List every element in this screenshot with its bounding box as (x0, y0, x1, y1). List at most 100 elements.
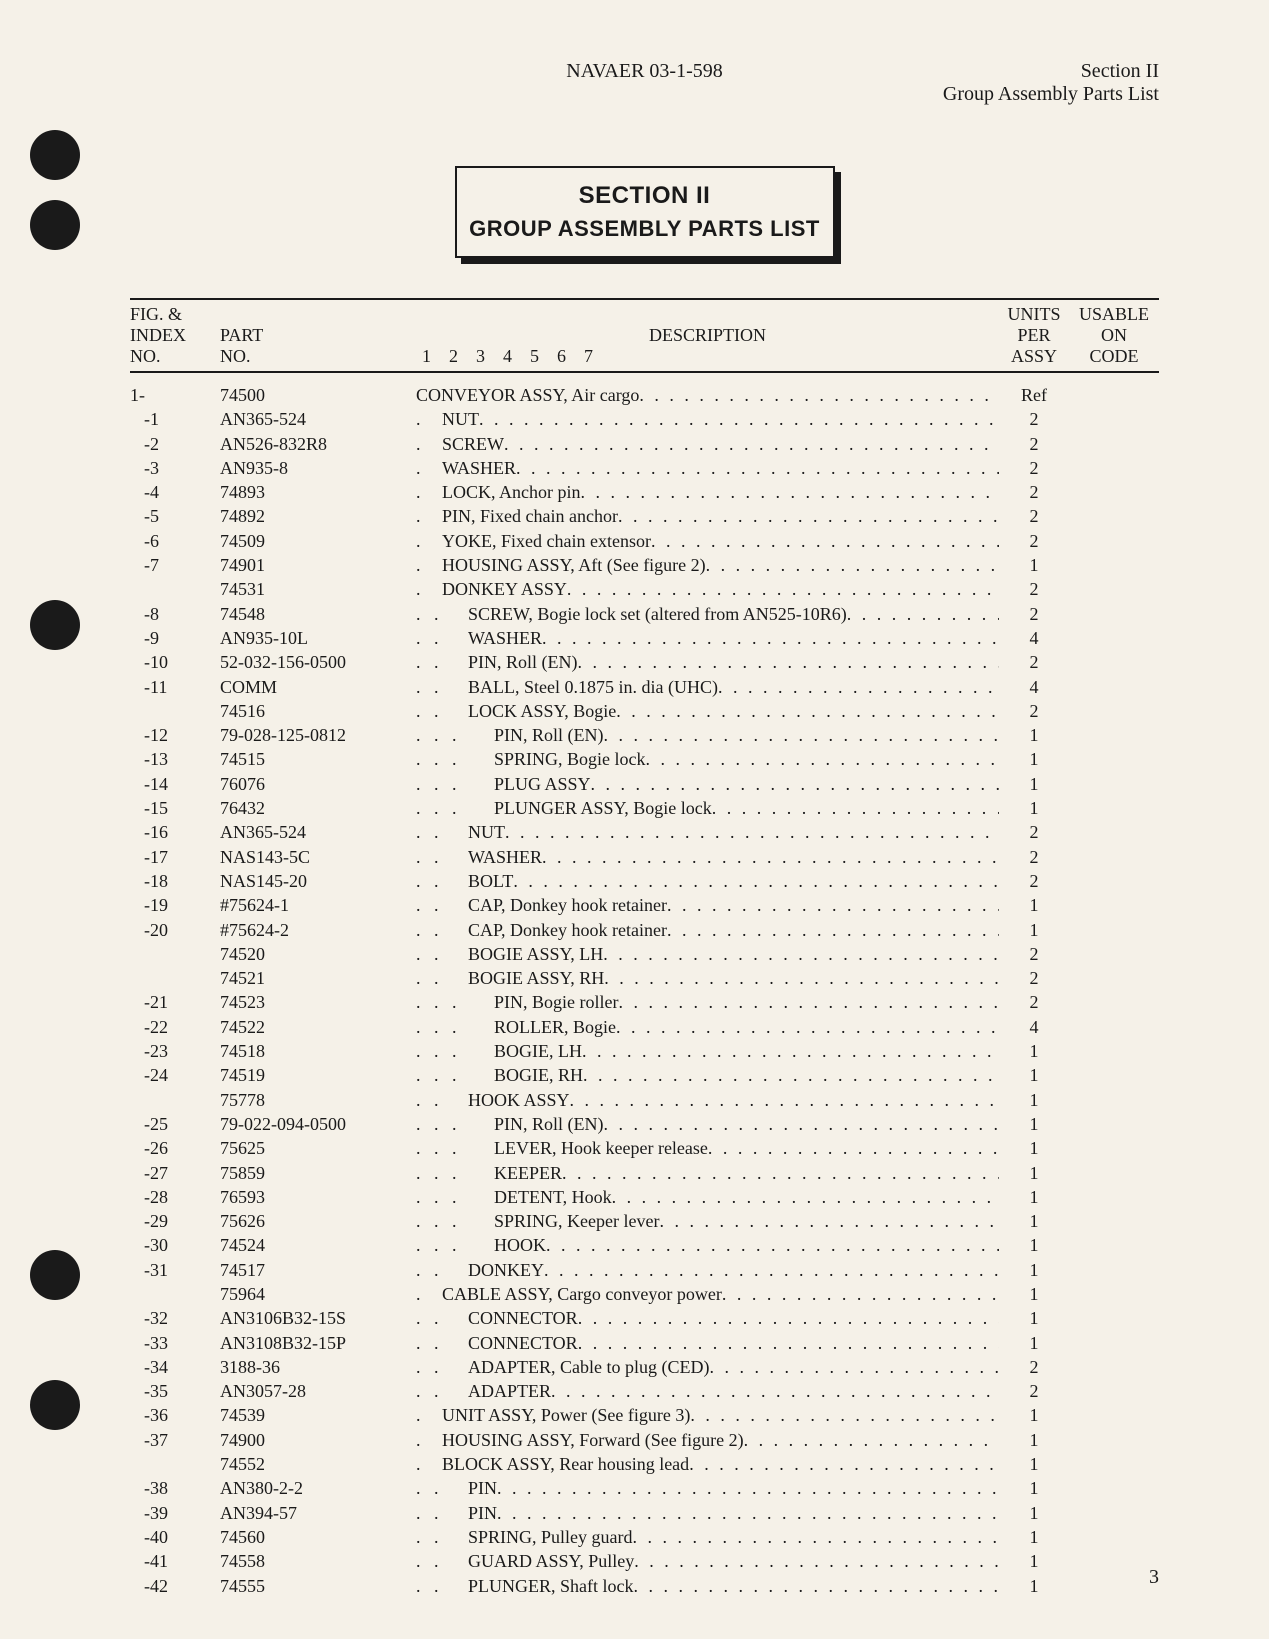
binder-hole (30, 200, 80, 250)
cell-units: 1 (999, 1063, 1069, 1087)
cell-part: AN935-8 (220, 456, 410, 480)
leader-dots: . . . . . . . . . . . . . . . . . . . . … (604, 723, 1000, 747)
cell-part: 52-032-156-0500 (220, 650, 410, 674)
cell-code (1069, 820, 1159, 844)
description-text: BOGIE, RH (494, 1063, 583, 1087)
description-text: BLOCK ASSY, Rear housing lead (442, 1452, 689, 1476)
description-text: WASHER (468, 626, 542, 650)
cell-description: . DONKEY ASSY . . . . . . . . . . . . . … (410, 577, 999, 601)
cell-description: . . PIN . . . . . . . . . . . . . . . . … (410, 1476, 999, 1500)
table-row: 74552. BLOCK ASSY, Rear housing lead . .… (130, 1452, 1159, 1476)
table-row: 1-74500CONVEYOR ASSY, Air cargo . . . . … (130, 383, 1159, 407)
cell-units: 1 (999, 1501, 1069, 1525)
cell-description: . . CAP, Donkey hook retainer . . . . . … (410, 893, 999, 917)
leader-dots: . . . . . . . . . . . . . . . . . . . . … (639, 383, 999, 407)
cell-index: -33 (130, 1331, 220, 1355)
cell-description: . . SPRING, Pulley guard . . . . . . . .… (410, 1525, 999, 1549)
cell-description: . . . PLUG ASSY . . . . . . . . . . . . … (410, 772, 999, 796)
table-row: -4174558. . GUARD ASSY, Pulley . . . . .… (130, 1549, 1159, 1573)
table-row: -9AN935-10L. . WASHER . . . . . . . . . … (130, 626, 1159, 650)
indent-dots: . . (416, 1549, 468, 1573)
leader-dots: . . . . . . . . . . . . . . . . . . . . … (504, 432, 999, 456)
cell-index (130, 966, 220, 990)
indent-num: 4 (503, 346, 512, 367)
leader-dots: . . . . . . . . . . . . . . . . . . . . … (578, 1306, 999, 1330)
cell-part: 74552 (220, 1452, 410, 1476)
description-text: SPRING, Keeper lever (494, 1209, 659, 1233)
header-left (130, 60, 473, 106)
indent-dots: . . . (416, 796, 494, 820)
leader-dots: . . . . . . . . . . . . . . . . . . . . … (633, 1525, 999, 1549)
cell-index: -38 (130, 1476, 220, 1500)
table-row: -674509. YOKE, Fixed chain extensor . . … (130, 529, 1159, 553)
table-row: -17NAS143-5C. . WASHER . . . . . . . . .… (130, 845, 1159, 869)
cell-units: 2 (999, 699, 1069, 723)
table-row: -774901. HOUSING ASSY, Aft (See figure 2… (130, 553, 1159, 577)
indent-dots: . (416, 1428, 442, 1452)
col-code-l3: CODE (1069, 346, 1159, 367)
cell-units: 2 (999, 480, 1069, 504)
cell-units: 4 (999, 1015, 1069, 1039)
leader-dots: . . . . . . . . . . . . . . . . . . . . … (744, 1428, 999, 1452)
table-row: -18NAS145-20. . BOLT . . . . . . . . . .… (130, 869, 1159, 893)
table-row: -1AN365-524. NUT . . . . . . . . . . . .… (130, 407, 1159, 431)
table-row: -3174517. . DONKEY . . . . . . . . . . .… (130, 1258, 1159, 1282)
cell-index: -16 (130, 820, 220, 844)
table-row: -11COMM. . BALL, Steel 0.1875 in. dia (U… (130, 675, 1159, 699)
cell-code (1069, 626, 1159, 650)
leader-dots: . . . . . . . . . . . . . . . . . . . . … (497, 1476, 999, 1500)
cell-index: -14 (130, 772, 220, 796)
indent-dots: . . (416, 1258, 468, 1282)
description-text: WASHER (468, 845, 542, 869)
indent-dots: . . (416, 893, 468, 917)
cell-units: 1 (999, 1403, 1069, 1427)
description-text: CAP, Donkey hook retainer (468, 918, 667, 942)
cell-units: 2 (999, 504, 1069, 528)
cell-units: 1 (999, 918, 1069, 942)
cell-part: NAS145-20 (220, 869, 410, 893)
indent-dots: . . (416, 845, 468, 869)
description-text: YOKE, Fixed chain extensor (442, 529, 651, 553)
cell-index: -6 (130, 529, 220, 553)
col-units-l2: PER (999, 325, 1069, 346)
cell-code (1069, 1161, 1159, 1185)
page-header: NAVAER 03-1-598 Section II Group Assembl… (130, 60, 1159, 106)
cell-units: 2 (999, 845, 1069, 869)
cell-code (1069, 1112, 1159, 1136)
cell-description: . . BOGIE ASSY, LH . . . . . . . . . . .… (410, 942, 999, 966)
indent-dots: . . (416, 1379, 468, 1403)
cell-part: 74523 (220, 990, 410, 1014)
cell-code (1069, 1185, 1159, 1209)
description-text: LOCK, Anchor pin (442, 480, 581, 504)
cell-units: 2 (999, 456, 1069, 480)
col-part: PART NO. (220, 304, 410, 367)
leader-dots: . . . . . . . . . . . . . . . . . . . . … (604, 966, 999, 990)
description-text: CONVEYOR ASSY, Air cargo (416, 383, 639, 407)
cell-units: 2 (999, 1379, 1069, 1403)
cell-description: . . . DETENT, Hook . . . . . . . . . . .… (410, 1185, 999, 1209)
cell-description: . CABLE ASSY, Cargo conveyor power . . .… (410, 1282, 999, 1306)
cell-units: 1 (999, 1233, 1069, 1257)
table-row: 74531. DONKEY ASSY . . . . . . . . . . .… (130, 577, 1159, 601)
description-text: CONNECTOR (468, 1331, 578, 1355)
indent-dots: . . . (416, 1136, 494, 1160)
cell-code (1069, 1525, 1159, 1549)
cell-index: -39 (130, 1501, 220, 1525)
cell-index: -13 (130, 747, 220, 771)
cell-index: -31 (130, 1258, 220, 1282)
description-text: BOGIE ASSY, LH (468, 942, 603, 966)
indent-dots: . (416, 553, 442, 577)
description-text: CONNECTOR (468, 1306, 578, 1330)
cell-units: Ref (999, 383, 1069, 407)
cell-part: 74509 (220, 529, 410, 553)
cell-part: 79-022-094-0500 (220, 1112, 410, 1136)
table-row: -3074524. . . HOOK . . . . . . . . . . .… (130, 1233, 1159, 1257)
cell-code (1069, 1501, 1159, 1525)
header-center: NAVAER 03-1-598 (473, 60, 816, 106)
table-row: -2876593. . . DETENT, Hook . . . . . . .… (130, 1185, 1159, 1209)
cell-index: -11 (130, 675, 220, 699)
cell-index: -3 (130, 456, 220, 480)
leader-dots: . . . . . . . . . . . . . . . . . . . . … (578, 650, 1000, 674)
description-text: SPRING, Bogie lock (494, 747, 646, 771)
cell-index: -42 (130, 1574, 220, 1598)
